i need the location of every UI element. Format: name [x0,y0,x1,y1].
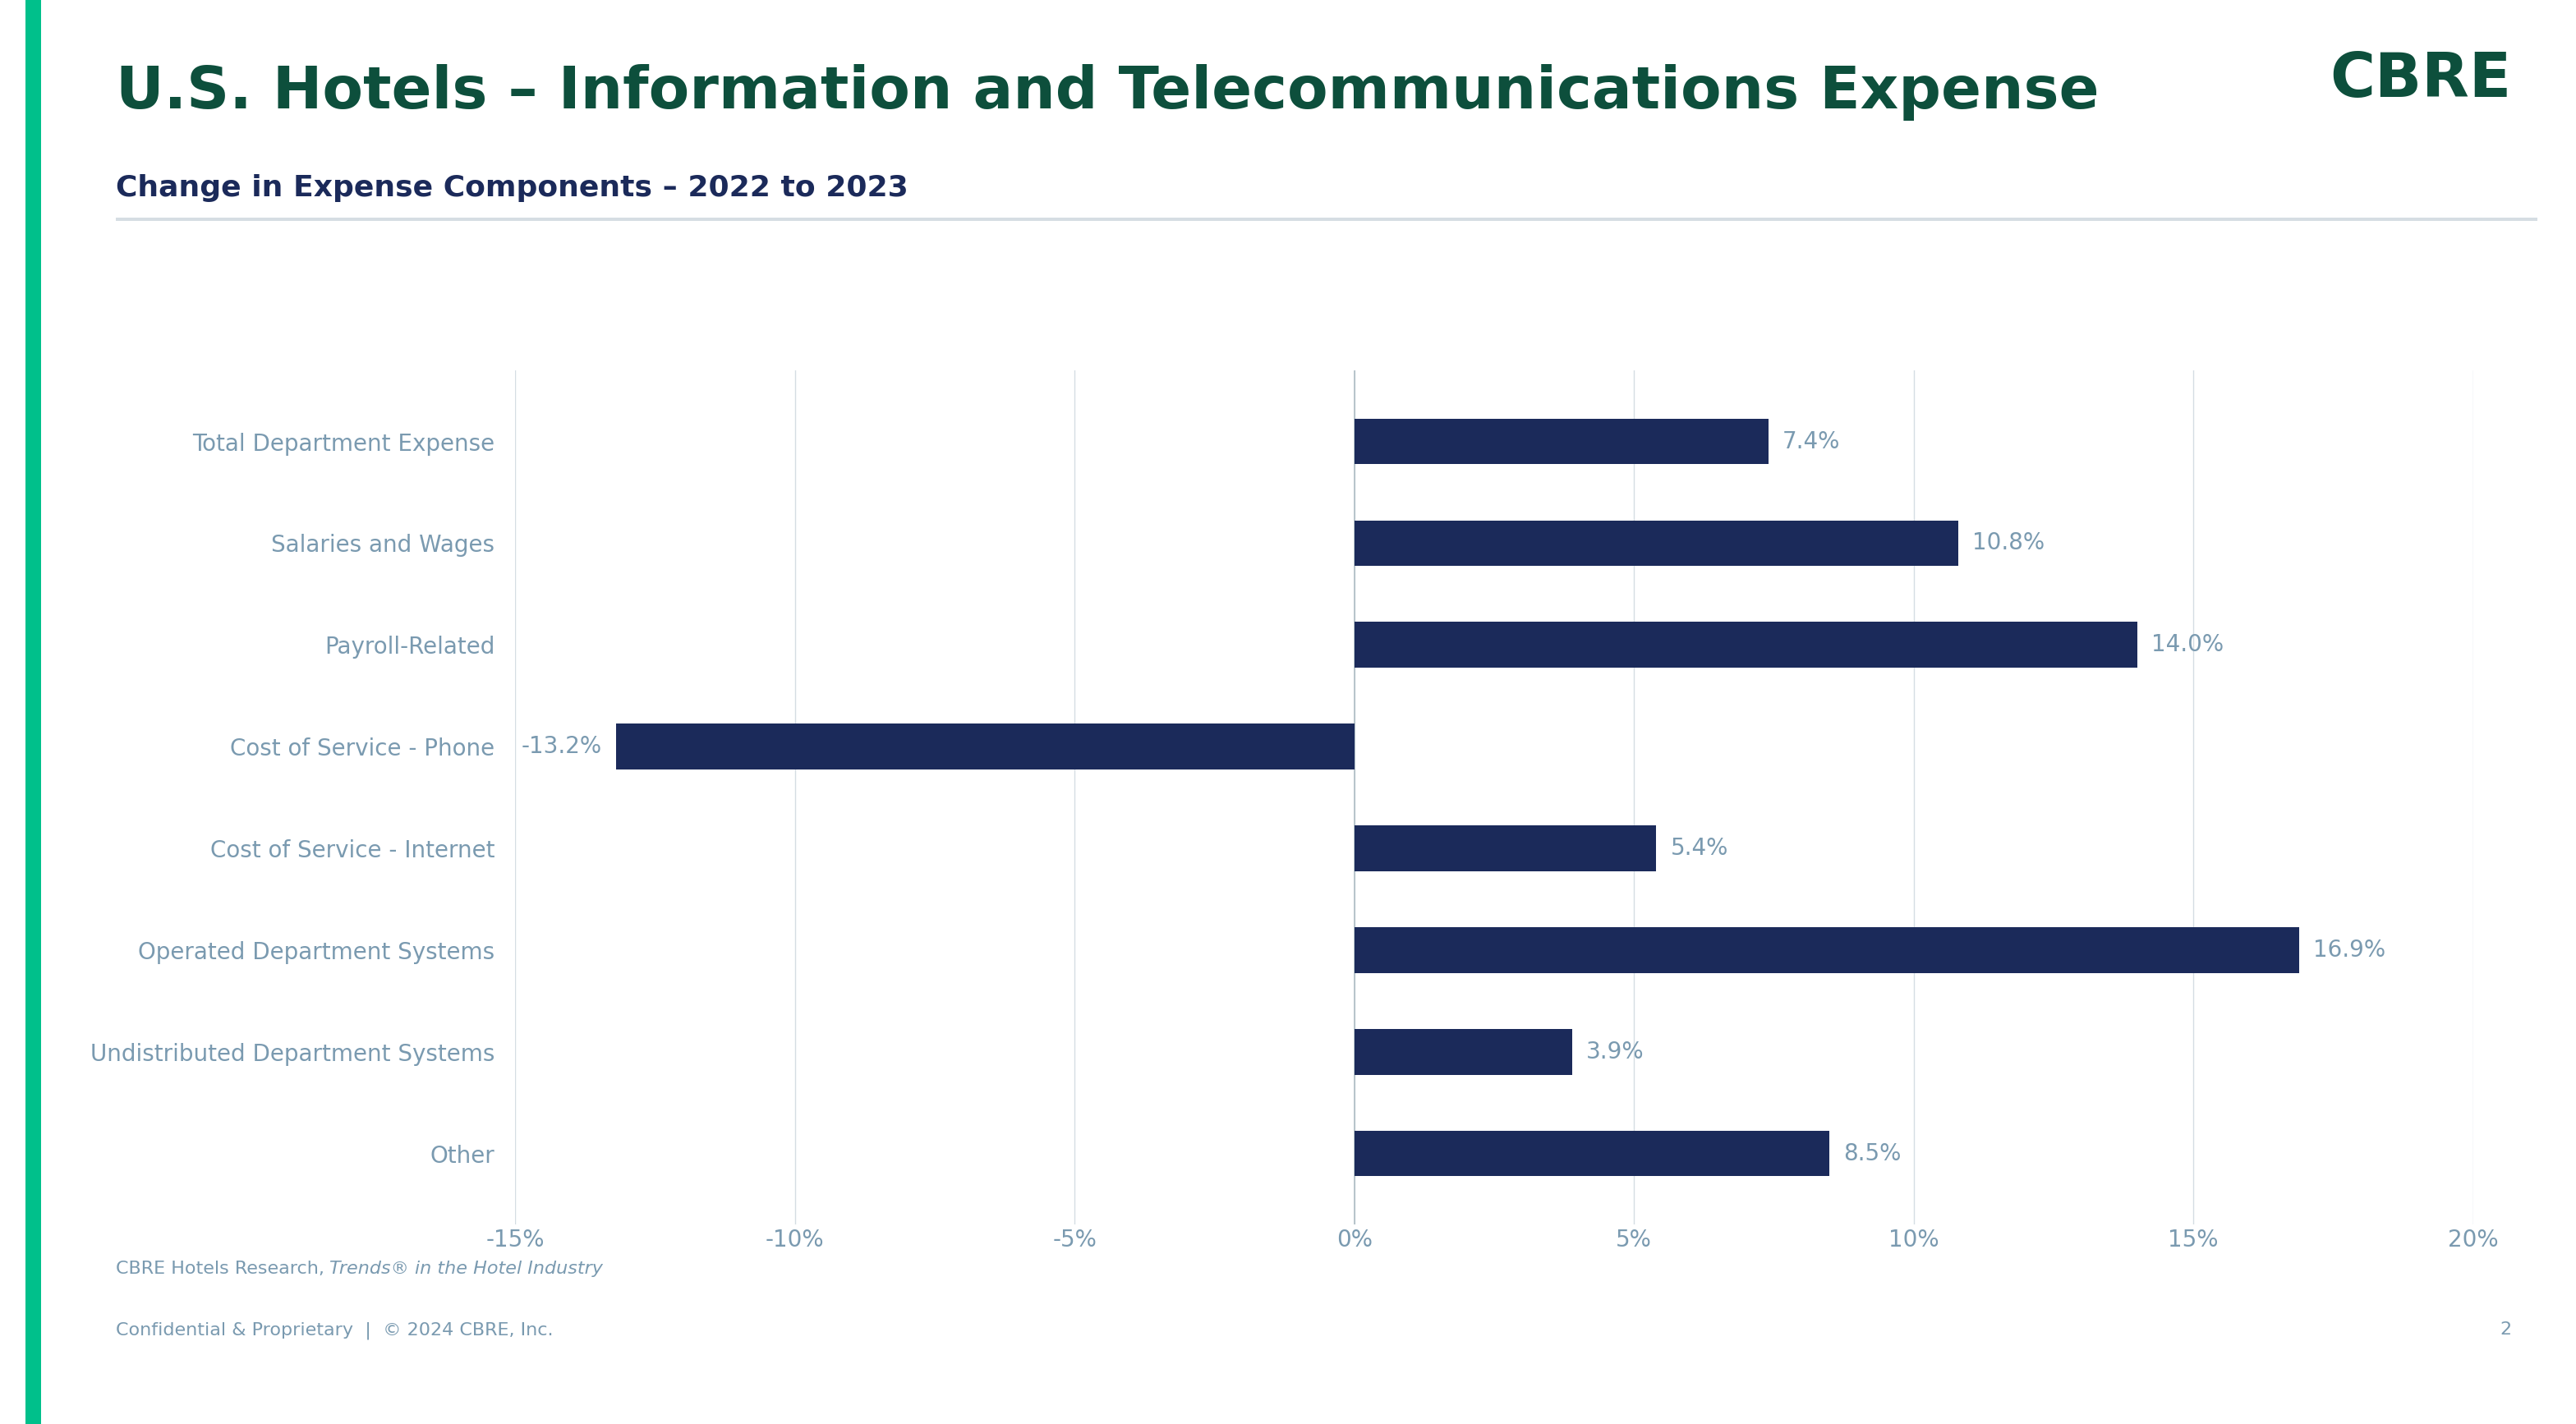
Bar [1355,520,1958,565]
Text: -13.2%: -13.2% [520,735,603,758]
Bar [1355,826,1656,871]
Text: 2: 2 [2499,1321,2512,1339]
Text: 14.0%: 14.0% [2151,634,2223,656]
Text: Confidential & Proprietary  |  © 2024 CBRE, Inc.: Confidential & Proprietary | © 2024 CBRE… [116,1321,554,1339]
Bar [1355,1028,1571,1075]
Text: 3.9%: 3.9% [1587,1040,1643,1064]
Text: CBRE Hotels Research,: CBRE Hotels Research, [116,1260,330,1277]
Text: 16.9%: 16.9% [2313,938,2385,961]
Text: CBRE: CBRE [2329,50,2512,110]
Text: 5.4%: 5.4% [1669,837,1728,860]
Text: Change in Expense Components – 2022 to 2023: Change in Expense Components – 2022 to 2… [116,174,909,202]
Text: Trends® in the Hotel Industry: Trends® in the Hotel Industry [330,1260,603,1277]
Text: 8.5%: 8.5% [1844,1142,1901,1165]
Bar [1355,622,2138,668]
Text: 10.8%: 10.8% [1973,531,2045,555]
Bar [1355,1131,1829,1176]
Bar [1355,927,2300,973]
Text: 7.4%: 7.4% [1783,430,1839,453]
Text: U.S. Hotels – Information and Telecommunications Expense: U.S. Hotels – Information and Telecommun… [116,64,2099,121]
Bar [616,723,1355,769]
Bar [1355,419,1767,464]
